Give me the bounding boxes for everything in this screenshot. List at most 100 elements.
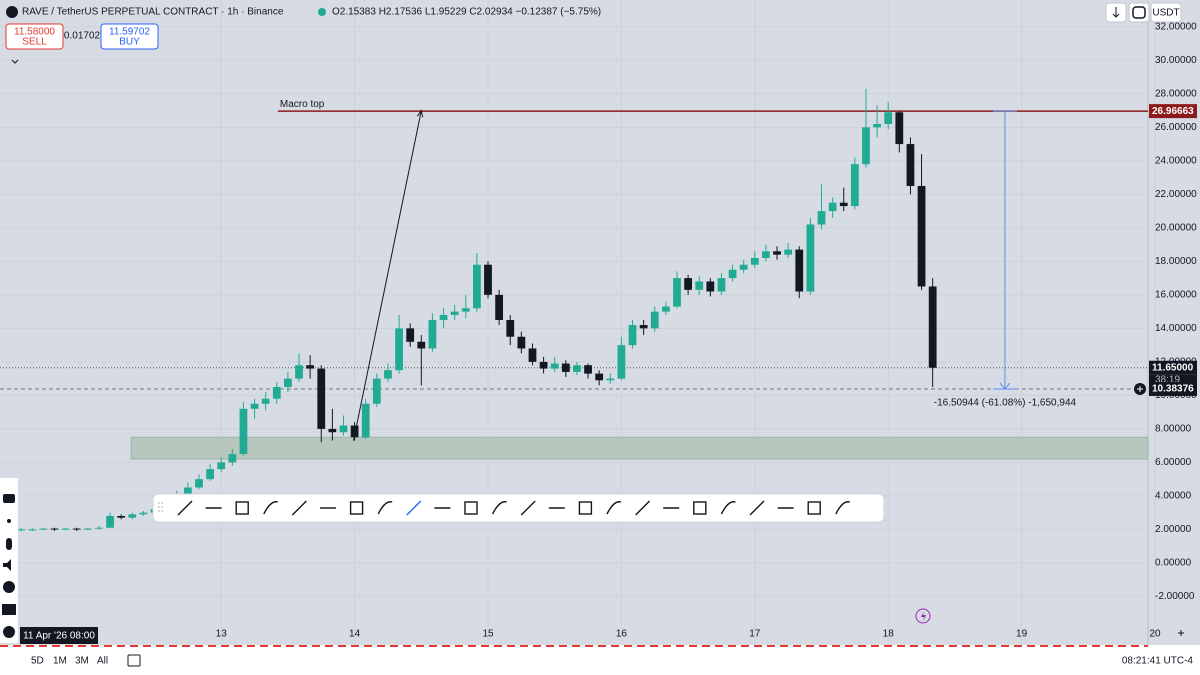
speaker-icon[interactable] (3, 559, 11, 571)
candle-body (139, 512, 148, 515)
candle-body (495, 294, 504, 320)
tool-button[interactable] (578, 501, 593, 515)
tool-button[interactable] (749, 500, 765, 516)
y-tick-label: 22.00000 (1155, 189, 1197, 200)
candle-body (728, 269, 737, 279)
candle-body (317, 368, 326, 429)
bottom-bar (0, 648, 1200, 675)
candle-body (561, 363, 570, 372)
candle-body (795, 249, 804, 292)
symbol: RAVE / TetherUS PERPETUAL CONTRACT · 1h … (22, 7, 284, 18)
candle-body (550, 363, 559, 369)
measure-label: -16.50944 (-61.08%) -1,650,944 (934, 398, 1077, 409)
candle-body (784, 249, 793, 255)
x-tick-label: 15 (482, 629, 494, 640)
ref-price-badge: 10.38376 (1152, 384, 1194, 395)
tool-button[interactable] (291, 500, 307, 516)
buy-label: BUY (119, 37, 140, 48)
down-icon (1112, 7, 1120, 18)
tool-icon (491, 501, 507, 515)
window-icon[interactable] (2, 604, 16, 615)
x-tick-label: 16 (616, 629, 628, 640)
y-tick-label: 16.00000 (1155, 289, 1197, 300)
measure-arrow (999, 382, 1011, 390)
candle-body (450, 311, 459, 315)
tool-icon (693, 501, 707, 515)
axis-settings[interactable] (1178, 630, 1184, 636)
range-button[interactable]: 3M (75, 656, 89, 667)
mic-icon[interactable] (6, 538, 12, 550)
macro-top-badge: 26.96663 (1152, 106, 1194, 117)
countdown: 38:19 (1155, 374, 1180, 385)
tool-button[interactable] (720, 501, 736, 515)
tool-icon (606, 501, 622, 515)
tool-icon (291, 500, 307, 516)
candle-body (83, 528, 92, 530)
candle-body (72, 528, 81, 530)
tool-button[interactable] (177, 500, 193, 516)
drawing-toolbar (152, 493, 885, 523)
more-icon[interactable] (7, 519, 11, 523)
tool-button[interactable] (606, 501, 622, 515)
range-button[interactable]: All (97, 656, 108, 667)
add-plus (1137, 386, 1143, 392)
settings-icon[interactable] (3, 626, 15, 638)
tool-button[interactable] (235, 501, 249, 515)
collapse-icon[interactable] (11, 59, 19, 64)
x-tick-label: 14 (349, 629, 361, 640)
candle-body (873, 123, 881, 128)
y-tick-label: 20.00000 (1155, 222, 1197, 233)
currency-button[interactable] (1150, 2, 1182, 23)
candle-body (206, 469, 214, 480)
ref-price-badge-bg (1149, 381, 1197, 396)
tool-button[interactable] (491, 501, 507, 515)
candle-body (650, 311, 659, 329)
y-tick-label: 6.00000 (1155, 457, 1192, 468)
candle-body (428, 319, 437, 349)
tool-button[interactable] (520, 500, 536, 516)
tool-icon (720, 501, 736, 515)
alert-bolt (921, 611, 926, 621)
tool-button[interactable] (807, 501, 821, 515)
tool-button[interactable] (635, 500, 651, 516)
tool-button[interactable] (464, 501, 478, 515)
calendar-icon[interactable] (127, 654, 141, 667)
x-tick-label: 18 (883, 629, 895, 640)
candle-body (217, 462, 226, 470)
tool-button[interactable] (693, 501, 707, 515)
buy-button[interactable] (100, 23, 159, 50)
camera-icon[interactable] (3, 494, 15, 503)
tool-button[interactable] (377, 501, 393, 515)
candle-body (328, 428, 337, 433)
candle-body (272, 387, 281, 399)
y-tick-label: 26.00000 (1155, 122, 1197, 133)
candle-body (61, 528, 70, 530)
range-button[interactable]: 5D (31, 656, 44, 667)
y-tick-label: 28.00000 (1155, 88, 1197, 99)
sell-button[interactable] (5, 23, 64, 50)
buy-price: 11.59702 (109, 27, 150, 38)
trend-arrow (353, 110, 422, 441)
candle-body (484, 264, 492, 295)
tool-icon (263, 501, 278, 515)
range-button[interactable]: 1M (53, 656, 67, 667)
fullscreen-button[interactable] (1128, 2, 1150, 23)
candle-body (95, 527, 103, 529)
tool-button[interactable] (263, 501, 278, 515)
crosshair-label-bg (20, 627, 98, 644)
plot-bg (0, 0, 1148, 645)
tool-button[interactable] (835, 501, 850, 515)
record-icon[interactable] (3, 581, 15, 593)
candle-body (417, 341, 426, 349)
candle-body (473, 264, 481, 309)
candle-body (539, 361, 548, 369)
arrow-head (416, 109, 424, 118)
tool-icon (235, 501, 249, 515)
tool-button[interactable] (349, 501, 364, 515)
alert-icon[interactable] (915, 608, 931, 624)
candle-body (117, 516, 126, 518)
tool-button[interactable] (406, 500, 422, 516)
candle-body (628, 325, 637, 346)
plot: Macro top -16.50944 (-61.08%) -1,650,944 (0, 88, 1149, 532)
